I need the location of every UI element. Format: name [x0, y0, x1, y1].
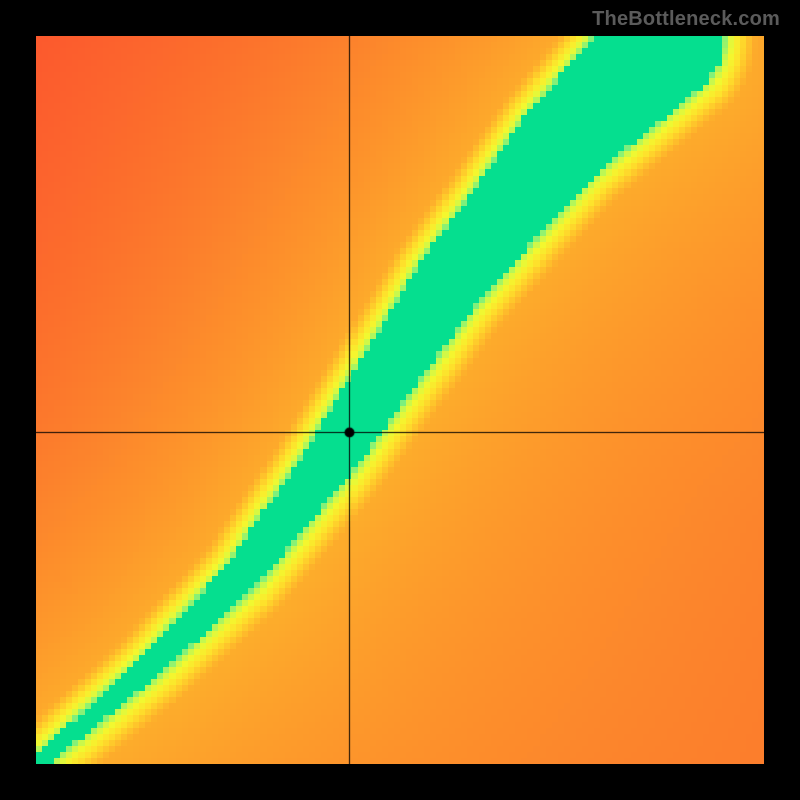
- bottleneck-heatmap: [36, 36, 764, 764]
- attribution-label: TheBottleneck.com: [592, 8, 780, 31]
- image-root: TheBottleneck.com: [0, 0, 800, 800]
